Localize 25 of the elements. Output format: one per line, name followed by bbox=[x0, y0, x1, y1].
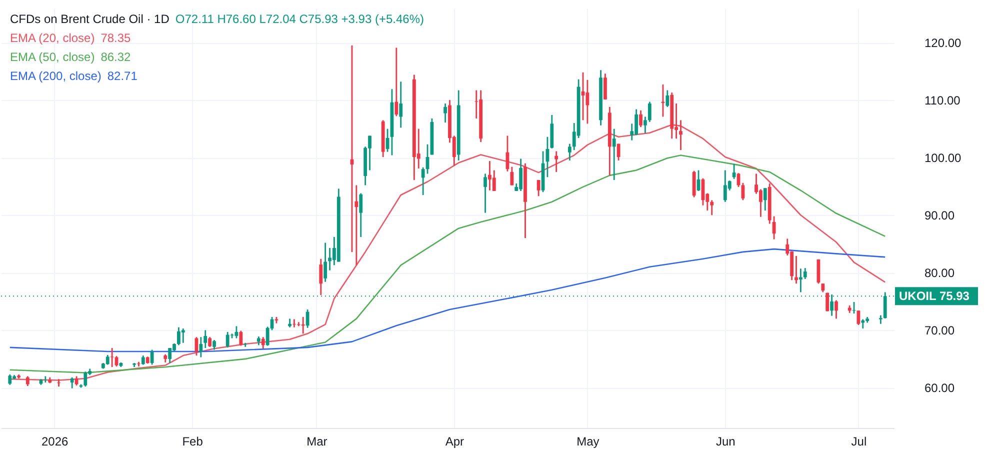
y-tick-label: 120.00 bbox=[924, 36, 962, 50]
y-tick-label: 70.00 bbox=[924, 324, 955, 338]
x-tick-label: Jul bbox=[851, 434, 867, 448]
y-tick-label: 60.00 bbox=[924, 381, 955, 396]
x-tick-label: Apr bbox=[445, 434, 464, 448]
candlestick bbox=[826, 292, 830, 312]
text: EMA (200, close) bbox=[10, 69, 102, 83]
y-tick-label: 80.00 bbox=[924, 266, 955, 280]
y-tick-label: 90.00 bbox=[924, 208, 955, 223]
annotation: 86.32 bbox=[100, 50, 131, 64]
text: EMA (50, close) bbox=[10, 50, 95, 64]
x-tick-label: Feb bbox=[182, 434, 204, 448]
x-tick-label: Jun bbox=[716, 434, 736, 448]
chart-title: CFDs on Brent Crude Oil · 1D bbox=[10, 12, 170, 26]
x-tick-label: May bbox=[576, 434, 600, 448]
annotation: 82.71 bbox=[107, 69, 138, 83]
line-series bbox=[9, 248, 886, 352]
ref-line-label: UKOIL 75.93 bbox=[899, 289, 970, 304]
y-tick-label: 100.00 bbox=[924, 151, 962, 166]
x-tick-label: Mar bbox=[306, 434, 328, 448]
y-tick-label: 110.00 bbox=[924, 94, 961, 108]
x-tick-label: 2026 bbox=[41, 434, 68, 448]
text: EMA (20, close) bbox=[10, 31, 95, 45]
chart-subtitle: O72.11 H76.60 L72.04 C75.93 +3.93 (+5.46%) bbox=[175, 12, 424, 26]
annotation: 78.35 bbox=[100, 31, 131, 45]
